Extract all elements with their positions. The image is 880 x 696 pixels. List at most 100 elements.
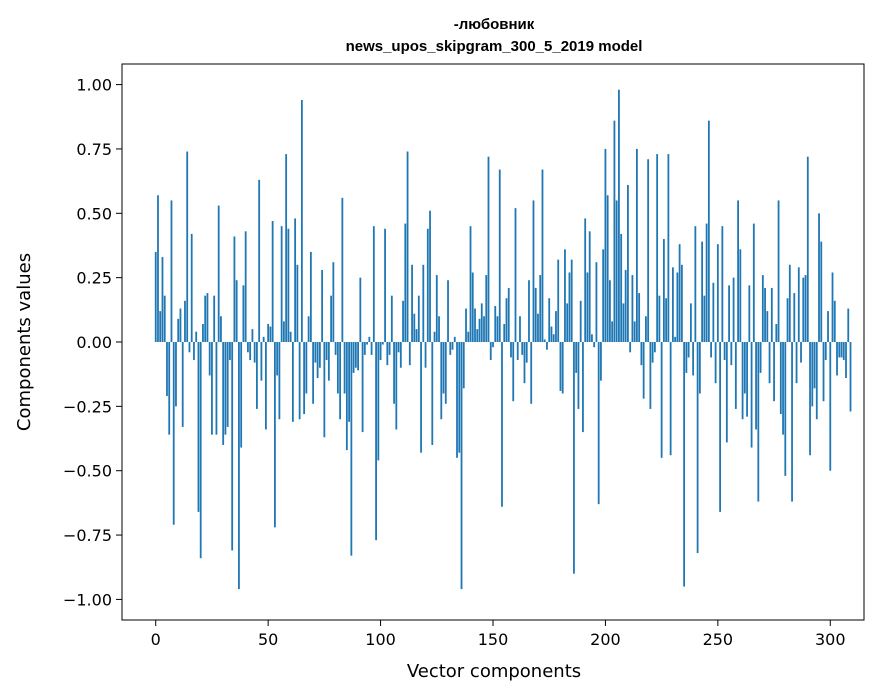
bar-207 [620,233,623,342]
bar-258 [734,342,737,409]
bar-69 [309,251,312,342]
bar-6 [168,342,171,435]
bar-11 [179,308,182,342]
bar-227 [665,298,668,342]
y-axis-label: Components values [14,253,35,431]
bar-233 [678,244,681,342]
bar-66 [303,342,306,415]
bar-22 [204,295,207,342]
bar-68 [307,316,310,342]
bar-204 [613,120,616,342]
bar-99 [377,342,380,461]
bar-147 [485,275,488,342]
bar-290 [806,156,809,342]
bar-41 [247,342,249,353]
bar-260 [739,249,742,342]
bar-120 [424,342,427,368]
bar-257 [732,277,735,342]
bar-214 [636,148,638,342]
bar-192 [586,272,589,342]
bar-139 [467,331,470,342]
bar-288 [802,277,805,342]
bar-245 [705,223,708,342]
bar-223 [656,154,659,342]
bar-44 [253,342,256,363]
bar-75 [323,342,326,438]
bar-296 [820,241,823,342]
bar-18 [195,331,198,342]
bar-57 [282,321,285,342]
bar-155 [503,323,506,342]
bar-215 [638,293,641,342]
bar-32 [226,342,229,427]
bar-305 [840,342,843,358]
bar-303 [836,342,838,376]
bar-265 [750,342,753,448]
bar-163 [521,342,524,355]
y-tick-label: 0.25 [76,269,112,288]
bar-213 [633,321,636,342]
bar-0 [154,251,157,342]
y-tick-label: −0.75 [63,526,112,545]
bar-89 [354,342,357,368]
bar-48 [262,336,265,342]
x-tick-label: 250 [703,630,734,649]
bar-53 [274,342,276,528]
bar-175 [548,298,551,342]
bar-46 [258,179,261,342]
bar-169 [534,287,537,342]
bar-173 [543,339,546,342]
x-tick-label: 150 [478,630,509,649]
bar-180 [559,342,562,391]
bar-122 [429,210,431,342]
bar-23 [206,293,209,342]
bar-93 [363,342,366,355]
bar-187 [575,342,578,373]
bar-255 [728,285,730,342]
bar-16 [190,233,193,342]
bar-165 [525,342,528,363]
bar-251 [719,342,721,512]
bar-24 [208,342,211,376]
bar-76 [325,342,328,361]
bar-309 [849,342,852,412]
bar-78 [330,295,333,342]
bar-42 [249,342,252,361]
bar-20 [199,342,202,559]
bar-96 [370,342,373,355]
y-tick-label: −0.50 [63,462,112,481]
bar-80 [334,342,337,355]
bar-3 [161,257,164,342]
bar-269 [759,342,762,373]
bar-160 [514,208,517,342]
chart-title-line1: -любовник [454,16,535,33]
y-tick-label: 0.00 [76,333,112,352]
bar-101 [381,342,384,345]
bar-150 [492,342,494,348]
bar-35 [233,236,236,342]
bar-161 [516,342,519,361]
bar-217 [642,342,645,399]
bar-292 [811,342,814,407]
bar-189 [579,300,582,342]
bar-4 [163,295,166,342]
bar-198 [600,342,602,381]
bar-129 [444,342,447,404]
bar-225 [660,342,663,458]
bar-294 [815,342,818,420]
bar-299 [827,311,829,342]
bar-263 [746,342,748,417]
bar-126 [438,316,440,342]
y-tick-label: 1.00 [76,76,112,95]
bar-235 [683,342,686,587]
bar-252 [721,226,724,342]
bar-7 [170,200,173,342]
bar-137 [462,342,465,389]
bar-301 [831,272,834,342]
bar-167 [530,342,533,404]
bar-114 [411,264,413,342]
y-axis-ticks: 1.00 0.75 0.50 0.25 0.00 −0.25 −0.50 −0.75 −1.00 [63,76,122,609]
bar-146 [483,316,485,342]
bar-154 [501,342,503,507]
bar-38 [240,342,243,448]
